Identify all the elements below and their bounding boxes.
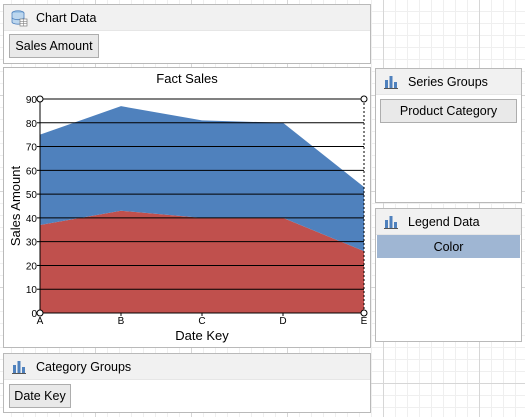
bar-chart-icon	[384, 215, 398, 229]
category-groups-panel-header: Category Groups	[4, 354, 370, 380]
legend-data-panel-header: Legend Data	[376, 209, 521, 235]
y-tick-label: 70	[26, 143, 38, 154]
database-icon	[11, 9, 28, 26]
x-tick-label: C	[198, 316, 205, 327]
chart-data-panel-header: Chart Data	[4, 5, 370, 31]
bar-chart-icon	[384, 75, 398, 89]
selection-handle-1	[36, 95, 44, 103]
selection-handle-2	[360, 95, 368, 103]
y-tick-label: 90	[26, 95, 38, 106]
chart-area[interactable]: Fact Sales 0 10 20 30 40 50 60 70 80 90 A B C D E Date …	[3, 67, 371, 348]
selection-handle-3	[36, 309, 44, 317]
area-series-2	[40, 106, 364, 252]
bar-chart-icon	[12, 360, 26, 374]
chart-data-panel: Chart Data Sales Amount	[3, 4, 371, 64]
y-tick-label: 10	[26, 285, 38, 296]
x-tick-label: E	[361, 316, 368, 327]
area-chart: 0 10 20 30 40 50 60 70 80 90 A B C D E Date Key Sales Am…	[8, 95, 368, 343]
category-groups-panel-title: Category Groups	[36, 359, 132, 374]
product-category-field[interactable]: Product Category	[380, 99, 517, 123]
series-groups-panel-title: Series Groups	[408, 74, 488, 89]
date-key-field[interactable]: Date Key	[9, 384, 71, 408]
legend-item-color[interactable]: Color	[377, 235, 520, 258]
y-tick-label: 0	[31, 309, 37, 320]
series-groups-panel-header: Series Groups	[376, 69, 521, 95]
y-tick-label: 80	[26, 119, 38, 130]
chart-title: Fact Sales	[156, 71, 218, 86]
area-series-1	[40, 210, 364, 313]
x-tick-label: D	[279, 316, 286, 327]
y-axis-title: Sales Amount	[8, 166, 23, 247]
plot-area-selection	[39, 98, 365, 314]
y-tick-label: 40	[26, 214, 38, 225]
series-groups-panel: Series Groups Product Category	[375, 68, 522, 203]
y-tick-label: 50	[26, 190, 38, 201]
y-tick-label: 20	[26, 261, 38, 272]
selection-handle-4	[360, 309, 368, 317]
legend-data-panel: Legend Data Color	[375, 208, 522, 342]
x-tick-label: B	[118, 316, 125, 327]
sales-amount-field[interactable]: Sales Amount	[9, 34, 99, 58]
y-tick-label: 30	[26, 238, 38, 249]
y-tick-label: 60	[26, 166, 38, 177]
legend-data-panel-title: Legend Data	[408, 214, 480, 229]
x-tick-label: A	[37, 316, 44, 327]
chart-data-panel-title: Chart Data	[36, 10, 97, 25]
x-axis-title: Date Key	[175, 328, 229, 343]
category-groups-panel: Category Groups Date Key	[3, 353, 371, 413]
